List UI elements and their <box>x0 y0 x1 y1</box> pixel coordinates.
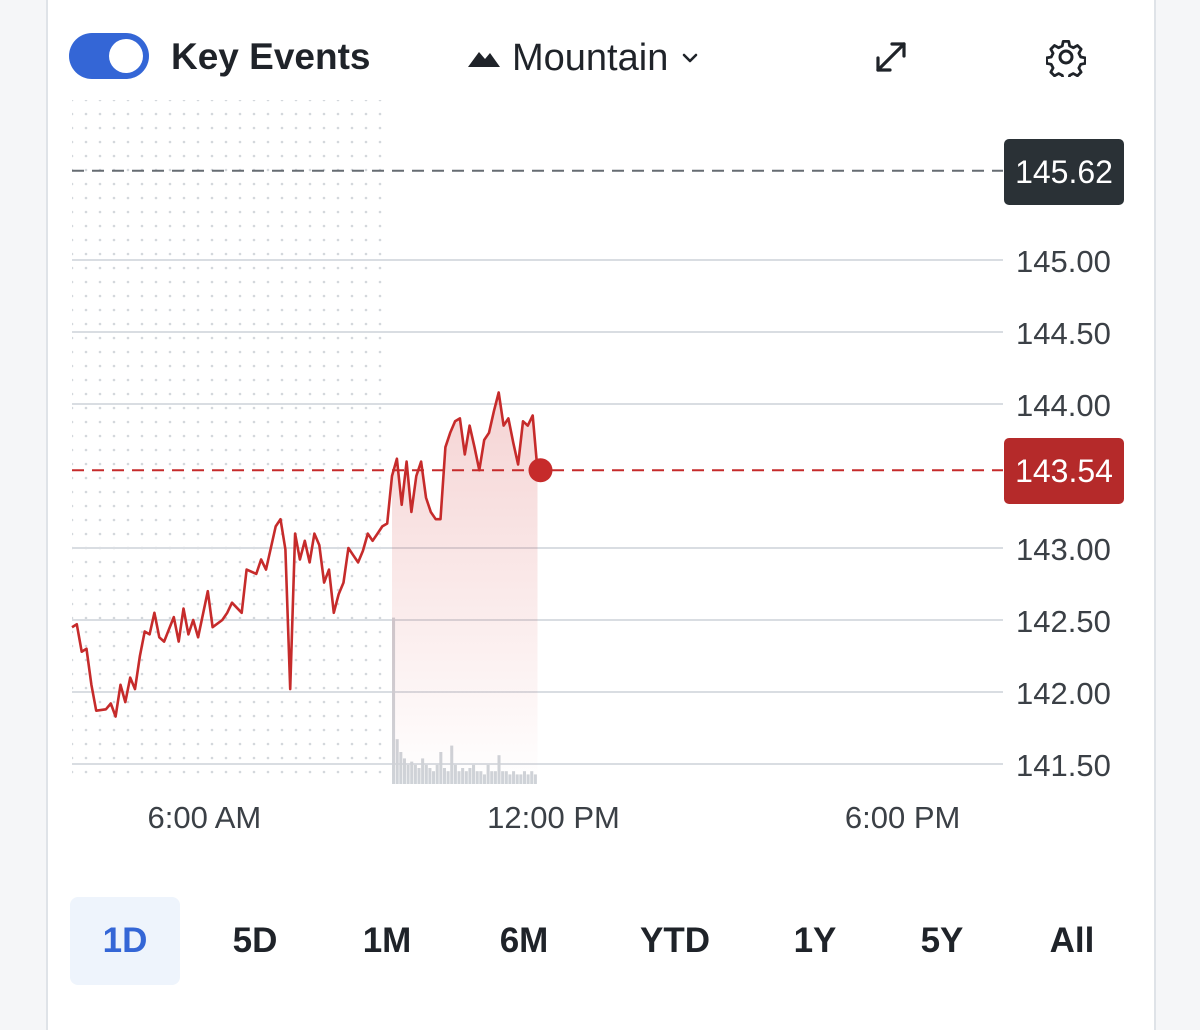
y-tick-label: 144.00 <box>1016 388 1111 423</box>
settings-button[interactable] <box>1045 37 1087 82</box>
current-price-badge: 143.54 <box>1004 438 1124 504</box>
range-tab-1y[interactable]: 1Y <box>793 921 837 960</box>
range-tab-5y[interactable]: 5Y <box>920 921 964 960</box>
x-tick-label: 6:00 AM <box>147 800 262 835</box>
y-tick-label: 144.50 <box>1016 316 1111 351</box>
range-tab-all[interactable]: All <box>1049 921 1095 960</box>
range-tab-1m[interactable]: 1M <box>362 921 412 960</box>
expand-button[interactable] <box>872 38 910 81</box>
y-tick-label: 142.50 <box>1016 604 1111 639</box>
current-price-dot <box>528 458 553 483</box>
range-tab-1d[interactable]: 1D <box>70 897 180 985</box>
range-tab-6m[interactable]: 6M <box>499 921 549 960</box>
chevron-down-icon <box>683 53 698 63</box>
chart-type-dropdown[interactable]: Mountain <box>466 30 702 86</box>
range-tab-ytd[interactable]: YTD <box>640 921 710 960</box>
high-price-badge: 145.62 <box>1004 139 1124 205</box>
y-tick-label: 141.50 <box>1016 748 1111 783</box>
x-tick-label: 12:00 PM <box>487 800 620 835</box>
expand-icon <box>876 42 906 72</box>
key-events-label: Key Events <box>171 36 371 77</box>
price-line <box>71 391 539 718</box>
premarket-shading <box>72 100 393 784</box>
range-tab-5d[interactable]: 5D <box>232 921 278 960</box>
toggle-knob <box>109 39 143 73</box>
key-events-toggle[interactable] <box>69 33 149 79</box>
x-tick-label: 6:00 PM <box>844 800 961 835</box>
y-tick-label: 142.00 <box>1016 676 1111 711</box>
y-tick-label: 143.00 <box>1016 532 1111 567</box>
mountain-icon <box>468 52 500 67</box>
y-tick-label: 145.00 <box>1016 244 1111 279</box>
price-chart[interactable]: 145.00 144.50 144.00 143.00 142.50 142.00 141.… <box>0 0 1200 1005</box>
area-fill <box>392 392 538 784</box>
chart-type-label: Mountain <box>512 36 669 79</box>
